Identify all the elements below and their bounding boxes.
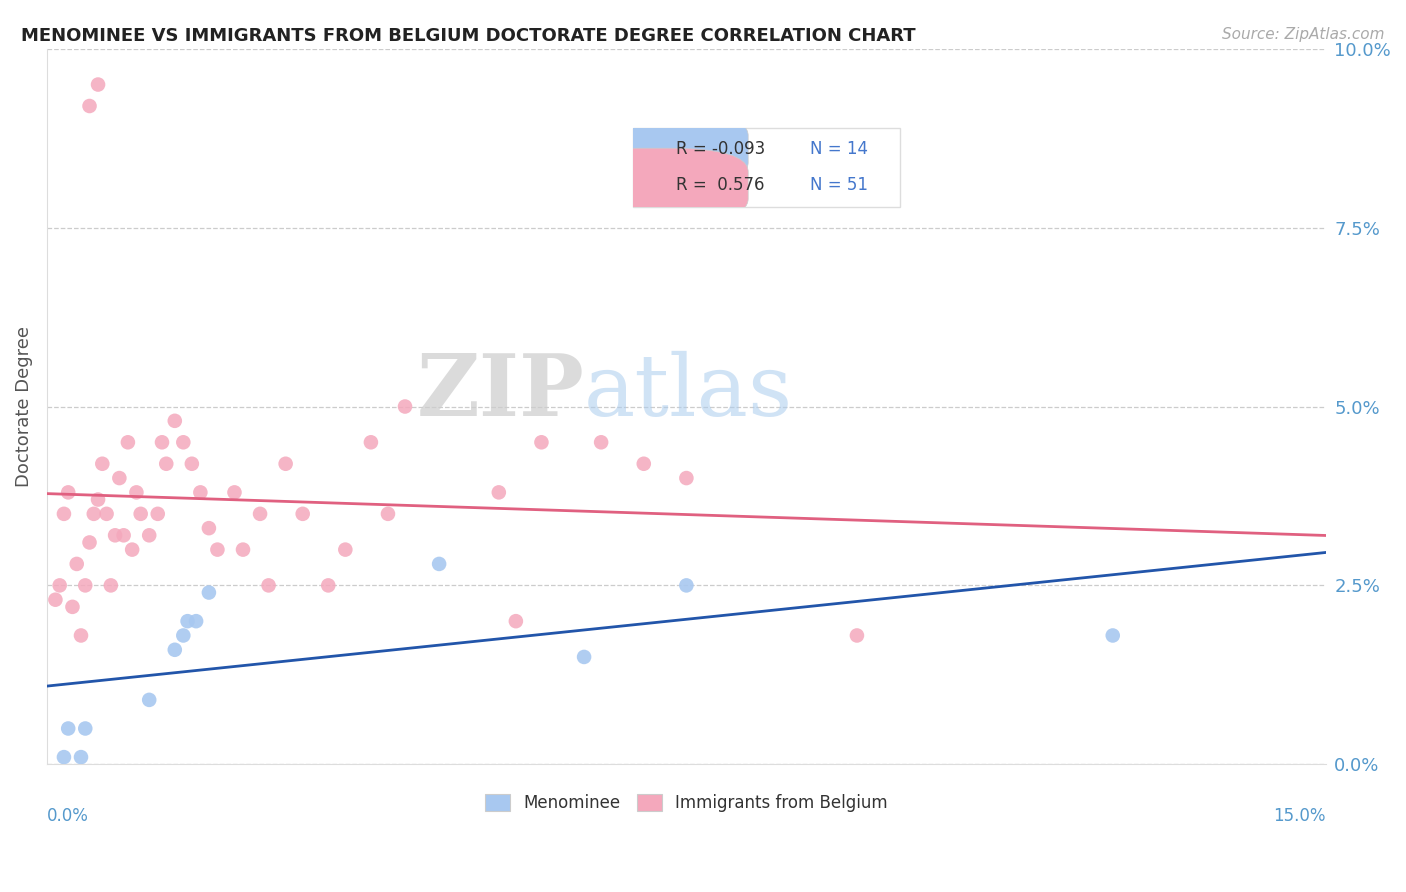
Text: N = 51: N = 51 (810, 177, 868, 194)
Point (675, 471, 697, 485)
Point (75, 722, 97, 736)
Point (62, 599, 84, 614)
Point (224, 485, 246, 500)
FancyBboxPatch shape (561, 112, 748, 186)
Y-axis label: Doctorate Degree: Doctorate Degree (15, 326, 32, 487)
Point (112, 528, 135, 542)
Point (505, 614, 527, 628)
Point (58, 485, 80, 500)
Point (52, 507, 75, 521)
Point (79, 535, 101, 549)
Point (163, 414, 186, 428)
Point (394, 400, 416, 414)
Point (83, 507, 105, 521)
Point (48, 578, 70, 592)
Point (70, 628, 93, 642)
Point (232, 542, 254, 557)
Text: ZIP: ZIP (416, 351, 583, 434)
Point (79, 99, 101, 113)
Point (75, 578, 97, 592)
Point (1101, 628, 1123, 642)
Point (172, 435, 194, 450)
Point (150, 435, 173, 450)
Point (176, 614, 198, 628)
Point (633, 457, 655, 471)
Point (100, 578, 122, 592)
Point (530, 435, 553, 450)
Point (335, 542, 357, 557)
Point (129, 507, 152, 521)
Point (87, 78, 110, 92)
Point (87, 492, 110, 507)
Point (257, 578, 280, 592)
Text: atlas: atlas (583, 351, 793, 434)
Point (70, 750, 93, 764)
FancyBboxPatch shape (561, 148, 748, 222)
Text: Source: ZipAtlas.com: Source: ZipAtlas.com (1222, 27, 1385, 42)
Point (845, 628, 868, 642)
Point (96, 507, 118, 521)
Point (316, 578, 339, 592)
Text: MENOMINEE VS IMMIGRANTS FROM BELGIUM DOCTORATE DEGREE CORRELATION CHART: MENOMINEE VS IMMIGRANTS FROM BELGIUM DOC… (21, 27, 915, 45)
Point (675, 578, 697, 592)
Point (121, 542, 143, 557)
Legend: Menominee, Immigrants from Belgium: Menominee, Immigrants from Belgium (477, 786, 896, 821)
Point (52, 750, 75, 764)
Point (198, 585, 221, 599)
Point (360, 435, 382, 450)
Point (207, 542, 229, 557)
Point (377, 507, 399, 521)
Text: 15.0%: 15.0% (1274, 807, 1326, 825)
Point (104, 528, 127, 542)
Point (146, 507, 169, 521)
Text: N = 14: N = 14 (810, 140, 868, 158)
Point (66, 557, 89, 571)
Point (44, 592, 66, 607)
Point (249, 507, 271, 521)
Point (180, 457, 202, 471)
FancyBboxPatch shape (633, 128, 900, 207)
Point (488, 485, 510, 500)
Point (58, 722, 80, 736)
Point (155, 457, 177, 471)
Point (138, 528, 160, 542)
Point (198, 521, 221, 535)
Point (117, 435, 139, 450)
Point (138, 693, 160, 707)
Point (572, 649, 595, 664)
Point (291, 507, 314, 521)
Text: 0.0%: 0.0% (46, 807, 89, 825)
Point (274, 457, 297, 471)
Point (190, 485, 212, 500)
Point (427, 557, 450, 571)
Text: R =  0.576: R = 0.576 (676, 177, 765, 194)
Point (184, 614, 207, 628)
Point (91, 457, 114, 471)
Point (108, 471, 131, 485)
Point (591, 435, 613, 450)
Point (172, 628, 194, 642)
Point (125, 485, 148, 500)
Point (163, 642, 186, 657)
Text: R = -0.093: R = -0.093 (676, 140, 765, 158)
